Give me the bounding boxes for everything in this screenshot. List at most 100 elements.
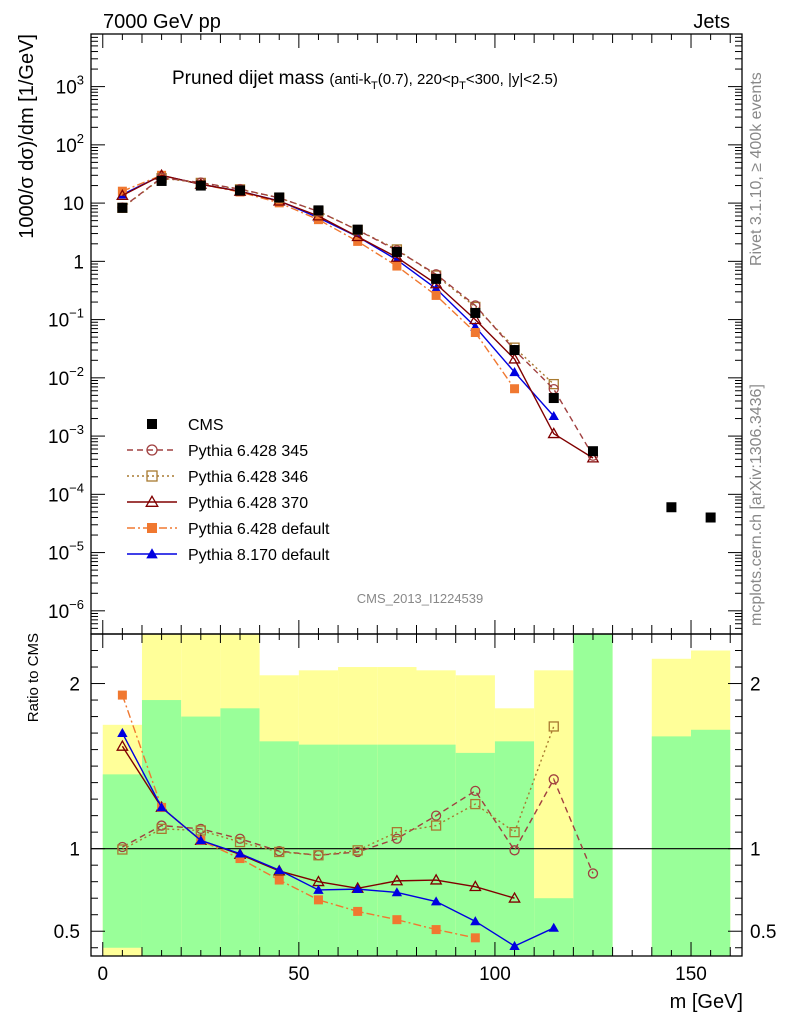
legend-entry: Pythia 6.428 345 bbox=[127, 443, 308, 460]
legend-entry: Pythia 6.428 default bbox=[127, 521, 330, 538]
upper-point bbox=[508, 352, 521, 364]
band-green bbox=[338, 744, 378, 956]
ratio-point bbox=[117, 690, 127, 700]
ratio-point bbox=[391, 827, 403, 838]
x-tick-label: 0 bbox=[97, 964, 108, 985]
upper-point bbox=[235, 185, 246, 196]
upper-point bbox=[392, 261, 402, 271]
upper-point bbox=[586, 451, 600, 463]
upper-point bbox=[509, 345, 520, 356]
upper-point bbox=[431, 290, 441, 300]
upper-point bbox=[117, 202, 128, 213]
ratio-point bbox=[470, 933, 480, 943]
mcplots-label: mcplots.cern.ch [arXiv:1306.3436] bbox=[748, 384, 765, 626]
chart-title: Pruned dijet mass (anti-kT(0.7), 220<pT<… bbox=[172, 68, 558, 92]
ratio-point bbox=[430, 896, 442, 906]
upper-point bbox=[470, 328, 480, 338]
upper-point bbox=[195, 180, 206, 191]
upper-point bbox=[547, 427, 561, 439]
band-green bbox=[220, 708, 260, 956]
ratio-y-axis-label: Ratio to CMS bbox=[25, 633, 42, 722]
ratio-point bbox=[469, 880, 482, 892]
ratio-point bbox=[313, 850, 324, 861]
upper-point bbox=[510, 384, 520, 394]
header-left: 7000 GeV pp bbox=[103, 11, 221, 33]
y-tick-label: 10−4 bbox=[48, 480, 84, 506]
band-green bbox=[455, 752, 495, 956]
chart-title-cuts-3: <300, |y|<2.5) bbox=[466, 71, 558, 88]
x-tick-label: 50 bbox=[288, 964, 309, 985]
band-green bbox=[377, 744, 417, 956]
chart-title-cuts-1: (anti-k bbox=[329, 71, 371, 88]
ratio-point bbox=[274, 846, 285, 858]
ratio-point bbox=[274, 875, 284, 885]
ratio-y-tick-label: 1 bbox=[69, 840, 80, 861]
ratio-point bbox=[195, 835, 206, 845]
upper-point bbox=[351, 230, 364, 242]
ratio-point bbox=[274, 864, 285, 875]
band-green bbox=[102, 774, 142, 948]
ratio-point bbox=[430, 820, 442, 831]
ratio-point bbox=[508, 891, 521, 903]
upper-point bbox=[470, 307, 481, 318]
legend-marker bbox=[146, 470, 158, 482]
ratio-point bbox=[430, 810, 442, 821]
chart-title-sub-1: T bbox=[371, 80, 378, 92]
upper-point bbox=[666, 502, 677, 513]
legend-label: Pythia 6.428 default bbox=[188, 521, 330, 538]
upper-point bbox=[313, 205, 324, 216]
y-tick-label: 10−6 bbox=[48, 597, 84, 623]
ratio-y-tick-label-right: 2 bbox=[750, 675, 761, 696]
header-right: Jets bbox=[693, 11, 730, 33]
upper-data-series bbox=[116, 168, 716, 523]
upper-point bbox=[274, 192, 285, 203]
ratio-y-tick-label: 0.5 bbox=[54, 922, 80, 943]
ratio-point bbox=[156, 823, 167, 835]
y-tick-label: 10−3 bbox=[48, 422, 84, 448]
ratio-series-pythia-6-428-346 bbox=[117, 721, 559, 861]
band-green bbox=[141, 700, 182, 956]
ratio-point bbox=[352, 883, 363, 894]
ratio-point bbox=[391, 833, 403, 844]
legend-marker bbox=[146, 444, 158, 456]
chart-title-cuts-2: (0.7), 220<p bbox=[378, 71, 459, 88]
ratio-y-tick-label-right: 0.5 bbox=[750, 922, 776, 943]
band-green bbox=[691, 729, 731, 956]
ratio-point bbox=[353, 906, 363, 916]
ratio-point bbox=[470, 916, 481, 926]
legend-label: Pythia 6.428 370 bbox=[188, 495, 308, 512]
chart-title-sub-2: T bbox=[459, 80, 466, 92]
upper-point bbox=[469, 313, 482, 325]
ratio-data-series bbox=[116, 690, 599, 950]
y-tick-label: 1 bbox=[73, 252, 84, 273]
y-axis-label: 1000/σ dσ)/dm [1/GeV] bbox=[16, 34, 38, 239]
upper-point bbox=[156, 175, 167, 186]
legend-entry: CMS bbox=[147, 417, 224, 434]
x-tick-label: 100 bbox=[479, 964, 511, 985]
ratio-point bbox=[117, 727, 128, 737]
ratio-point bbox=[156, 802, 167, 812]
ratio-point bbox=[509, 940, 520, 950]
upper-point bbox=[705, 512, 716, 523]
ratio-point bbox=[116, 739, 129, 751]
ratio-line bbox=[122, 777, 594, 874]
axis-ticks: 0 50 100 150 10−6 10−5 10−4 10−3 10−2 10−1 1 10 102 1… bbox=[48, 33, 776, 985]
ratio-y-tick-label-right: 1 bbox=[750, 840, 761, 861]
ratio-point bbox=[391, 887, 403, 897]
upper-point bbox=[352, 224, 363, 235]
legend-marker bbox=[147, 523, 157, 533]
legend-marker bbox=[147, 419, 157, 429]
upper-point bbox=[391, 246, 402, 257]
y-tick-label: 102 bbox=[56, 131, 84, 157]
y-tick-label: 10−5 bbox=[48, 539, 84, 565]
legend-label: Pythia 8.170 default bbox=[188, 547, 330, 564]
ratio-point bbox=[313, 895, 323, 905]
legend-marker bbox=[145, 494, 159, 507]
upper-panel-background bbox=[91, 34, 742, 634]
chart-title-main: Pruned dijet mass bbox=[172, 68, 324, 89]
legend-label: CMS bbox=[188, 417, 224, 434]
legend-label: Pythia 6.428 345 bbox=[188, 443, 308, 460]
ratio-point bbox=[548, 721, 559, 732]
x-axis-label: m [GeV] bbox=[670, 991, 743, 1013]
